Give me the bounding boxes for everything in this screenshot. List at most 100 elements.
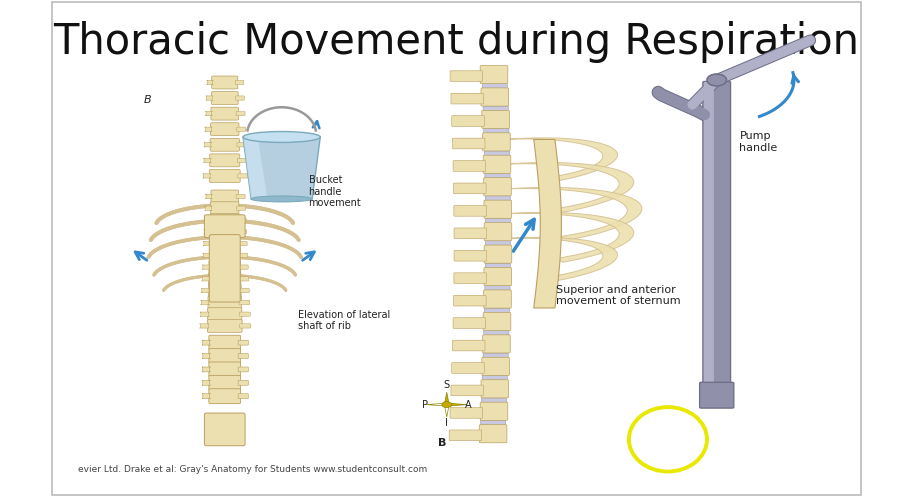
FancyBboxPatch shape <box>704 82 714 385</box>
FancyBboxPatch shape <box>453 161 486 171</box>
FancyBboxPatch shape <box>449 430 482 441</box>
FancyBboxPatch shape <box>208 284 241 297</box>
FancyBboxPatch shape <box>451 385 484 396</box>
Polygon shape <box>504 138 617 181</box>
FancyBboxPatch shape <box>202 367 211 372</box>
Polygon shape <box>504 187 642 240</box>
FancyBboxPatch shape <box>485 263 510 269</box>
FancyBboxPatch shape <box>204 143 212 147</box>
FancyBboxPatch shape <box>201 288 210 293</box>
FancyBboxPatch shape <box>236 218 247 222</box>
FancyBboxPatch shape <box>485 173 510 179</box>
FancyBboxPatch shape <box>238 394 248 399</box>
FancyBboxPatch shape <box>237 242 247 246</box>
FancyBboxPatch shape <box>209 389 241 404</box>
FancyBboxPatch shape <box>451 93 484 104</box>
FancyBboxPatch shape <box>202 394 211 399</box>
FancyBboxPatch shape <box>482 83 508 89</box>
FancyBboxPatch shape <box>484 223 512 241</box>
FancyBboxPatch shape <box>483 133 510 151</box>
FancyBboxPatch shape <box>209 260 240 273</box>
FancyBboxPatch shape <box>202 277 210 281</box>
FancyBboxPatch shape <box>454 183 486 194</box>
FancyBboxPatch shape <box>485 286 510 291</box>
FancyBboxPatch shape <box>237 143 247 147</box>
FancyBboxPatch shape <box>209 375 241 390</box>
Text: Elevation of lateral
shaft of rib: Elevation of lateral shaft of rib <box>298 310 390 331</box>
FancyBboxPatch shape <box>201 300 210 305</box>
FancyBboxPatch shape <box>212 76 237 89</box>
Text: I: I <box>446 418 448 428</box>
FancyBboxPatch shape <box>210 214 239 227</box>
FancyBboxPatch shape <box>703 82 730 386</box>
Polygon shape <box>504 163 634 212</box>
Polygon shape <box>445 405 449 417</box>
FancyBboxPatch shape <box>479 424 507 443</box>
FancyBboxPatch shape <box>483 335 510 353</box>
FancyBboxPatch shape <box>699 382 734 408</box>
Polygon shape <box>445 392 449 405</box>
FancyBboxPatch shape <box>480 402 508 420</box>
Polygon shape <box>426 403 446 406</box>
FancyBboxPatch shape <box>240 324 251 328</box>
FancyBboxPatch shape <box>211 107 238 120</box>
FancyBboxPatch shape <box>211 123 239 136</box>
Polygon shape <box>534 140 561 308</box>
FancyBboxPatch shape <box>236 127 246 131</box>
Polygon shape <box>504 238 617 281</box>
FancyBboxPatch shape <box>204 158 211 163</box>
Text: Bucket
handle
movement: Bucket handle movement <box>309 175 362 208</box>
FancyBboxPatch shape <box>205 127 212 131</box>
FancyBboxPatch shape <box>481 398 507 404</box>
FancyBboxPatch shape <box>236 206 246 210</box>
FancyBboxPatch shape <box>206 81 214 84</box>
FancyBboxPatch shape <box>205 206 212 210</box>
FancyBboxPatch shape <box>453 138 485 149</box>
FancyBboxPatch shape <box>454 273 487 283</box>
Text: B: B <box>143 95 151 105</box>
FancyBboxPatch shape <box>205 111 213 116</box>
FancyBboxPatch shape <box>453 318 486 329</box>
FancyBboxPatch shape <box>483 353 509 358</box>
FancyBboxPatch shape <box>237 158 247 163</box>
FancyBboxPatch shape <box>202 340 211 345</box>
FancyBboxPatch shape <box>238 367 248 372</box>
FancyBboxPatch shape <box>238 380 248 385</box>
FancyBboxPatch shape <box>452 116 484 126</box>
FancyBboxPatch shape <box>484 129 509 134</box>
FancyBboxPatch shape <box>238 265 248 269</box>
FancyBboxPatch shape <box>205 218 212 222</box>
Text: A: A <box>466 400 472 410</box>
FancyBboxPatch shape <box>238 277 248 281</box>
FancyBboxPatch shape <box>238 354 248 358</box>
FancyBboxPatch shape <box>482 375 508 381</box>
FancyBboxPatch shape <box>203 174 211 178</box>
FancyBboxPatch shape <box>483 106 509 112</box>
Text: evier Ltd. Drake et al: Gray's Anatomy for Students www.studentconsult.com: evier Ltd. Drake et al: Gray's Anatomy f… <box>79 465 427 474</box>
FancyBboxPatch shape <box>210 225 239 238</box>
FancyBboxPatch shape <box>205 96 213 100</box>
FancyBboxPatch shape <box>454 250 487 261</box>
FancyBboxPatch shape <box>237 230 247 234</box>
FancyBboxPatch shape <box>236 111 245 116</box>
FancyBboxPatch shape <box>484 267 511 286</box>
FancyBboxPatch shape <box>482 357 509 375</box>
Polygon shape <box>243 137 268 199</box>
FancyBboxPatch shape <box>202 380 211 385</box>
FancyBboxPatch shape <box>210 138 239 151</box>
FancyBboxPatch shape <box>210 154 240 167</box>
Ellipse shape <box>243 132 320 143</box>
FancyBboxPatch shape <box>238 288 249 293</box>
FancyBboxPatch shape <box>484 178 511 196</box>
FancyBboxPatch shape <box>209 348 241 363</box>
FancyBboxPatch shape <box>205 215 245 238</box>
FancyBboxPatch shape <box>237 174 247 178</box>
FancyBboxPatch shape <box>483 155 510 173</box>
FancyBboxPatch shape <box>239 300 250 305</box>
FancyBboxPatch shape <box>486 218 510 224</box>
Polygon shape <box>446 403 467 406</box>
Polygon shape <box>243 137 320 199</box>
FancyBboxPatch shape <box>211 91 238 104</box>
FancyBboxPatch shape <box>210 237 240 250</box>
FancyBboxPatch shape <box>237 253 247 257</box>
